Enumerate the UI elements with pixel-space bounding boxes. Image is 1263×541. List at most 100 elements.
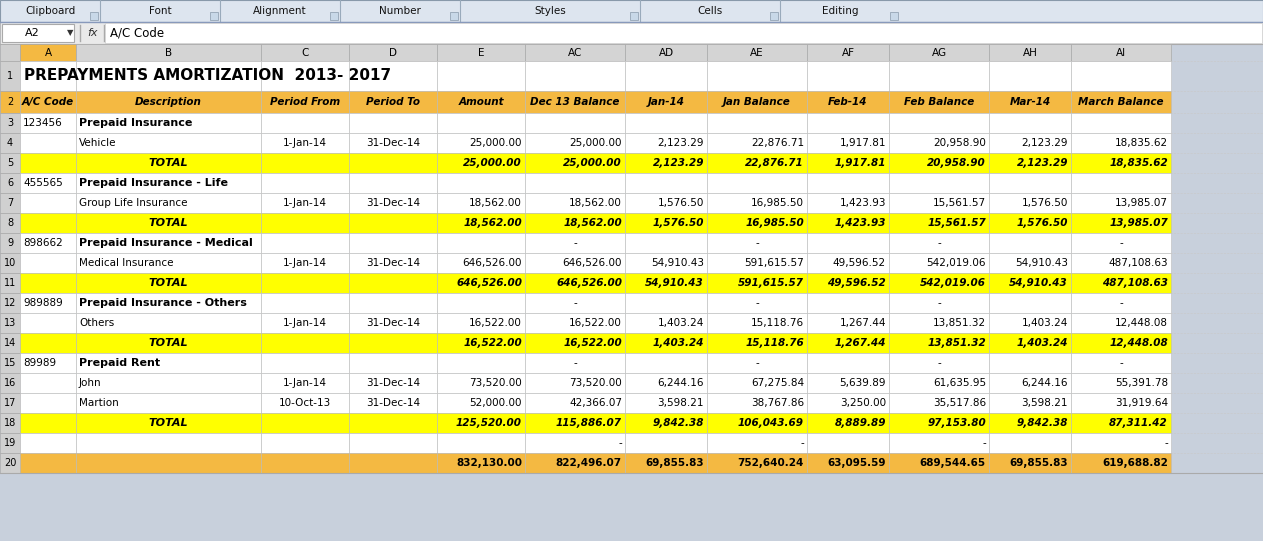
Bar [0,91,20,113]
Text: Amount: Amount [458,97,504,107]
Text: 69,855.83: 69,855.83 [1009,458,1068,468]
Text: Feb-14: Feb-14 [829,97,868,107]
Text: 1,576.50: 1,576.50 [658,198,703,208]
Text: 18,562.00: 18,562.00 [570,198,621,208]
Bar [261,373,349,393]
Bar [261,173,349,193]
Bar [807,453,889,473]
Bar [625,333,707,353]
Text: -: - [573,298,577,308]
Bar [76,273,261,293]
Bar [20,61,76,91]
Bar [989,91,1071,113]
Text: Period To: Period To [366,97,421,107]
Bar [0,61,20,91]
Bar [625,273,707,293]
Text: 1,576.50: 1,576.50 [1022,198,1068,208]
Bar [261,193,349,213]
Bar [807,253,889,273]
Bar [807,213,889,233]
Bar [450,12,458,20]
Bar [707,393,807,413]
Text: 31-Dec-14: 31-Dec-14 [366,398,421,408]
Text: -: - [1119,298,1123,308]
Text: -: - [573,238,577,248]
Text: 25,000.00: 25,000.00 [563,158,621,168]
Text: 1,917.81: 1,917.81 [840,138,887,148]
Text: 16: 16 [4,378,16,388]
Text: 67,275.84: 67,275.84 [751,378,805,388]
Bar [525,413,625,433]
Text: 97,153.80: 97,153.80 [927,418,986,428]
Bar [76,44,261,61]
Text: 6: 6 [6,178,13,188]
Bar [20,453,76,473]
Text: 25,000.00: 25,000.00 [570,138,621,148]
Bar [989,353,1071,373]
Bar [1071,373,1171,393]
Bar [1071,333,1171,353]
Text: 2,123.29: 2,123.29 [653,158,703,168]
Bar [210,12,218,20]
Bar [76,293,261,313]
Bar [807,173,889,193]
Bar [625,453,707,473]
Text: 13,851.32: 13,851.32 [927,338,986,348]
Bar [261,153,349,173]
Text: 487,108.63: 487,108.63 [1109,258,1168,268]
Text: 1,403.24: 1,403.24 [1017,338,1068,348]
Bar [525,173,625,193]
Bar [76,453,261,473]
Text: 15,118.76: 15,118.76 [751,318,805,328]
Bar [437,293,525,313]
Bar [889,393,989,413]
Text: 18,562.00: 18,562.00 [464,218,522,228]
Text: 25,000.00: 25,000.00 [464,158,522,168]
Text: Number: Number [379,6,421,16]
Text: AD: AD [658,48,673,57]
Bar [437,61,525,91]
Text: 18,835.62: 18,835.62 [1109,158,1168,168]
Bar [989,213,1071,233]
Bar [989,44,1071,61]
Text: AC: AC [568,48,582,57]
Bar [889,433,989,453]
Bar [807,273,889,293]
Text: 487,108.63: 487,108.63 [1103,278,1168,288]
Bar [889,353,989,373]
Bar [0,333,20,353]
Bar [261,273,349,293]
Text: 1: 1 [6,71,13,81]
Text: 1,267.44: 1,267.44 [835,338,887,348]
Bar [1071,413,1171,433]
Bar [525,213,625,233]
Text: 54,910.43: 54,910.43 [650,258,703,268]
Text: Medical Insurance: Medical Insurance [80,258,173,268]
Bar [437,313,525,333]
Bar [76,373,261,393]
Bar [20,273,76,293]
Bar [525,61,625,91]
Text: 9: 9 [6,238,13,248]
Bar [889,44,989,61]
Bar [20,373,76,393]
Bar [349,353,437,373]
Text: Font: Font [149,6,172,16]
Bar [349,91,437,113]
Text: 2,123.29: 2,123.29 [1022,138,1068,148]
Text: -: - [619,438,621,448]
Bar [20,393,76,413]
Bar [261,453,349,473]
Bar [889,113,989,133]
Text: 12,448.08: 12,448.08 [1109,338,1168,348]
Bar [20,173,76,193]
Text: -: - [755,358,759,368]
Bar [525,393,625,413]
Text: 12: 12 [4,298,16,308]
Bar [437,253,525,273]
Bar [261,353,349,373]
Bar [625,373,707,393]
Bar [0,213,20,233]
Bar [90,12,99,20]
Bar [707,61,807,91]
